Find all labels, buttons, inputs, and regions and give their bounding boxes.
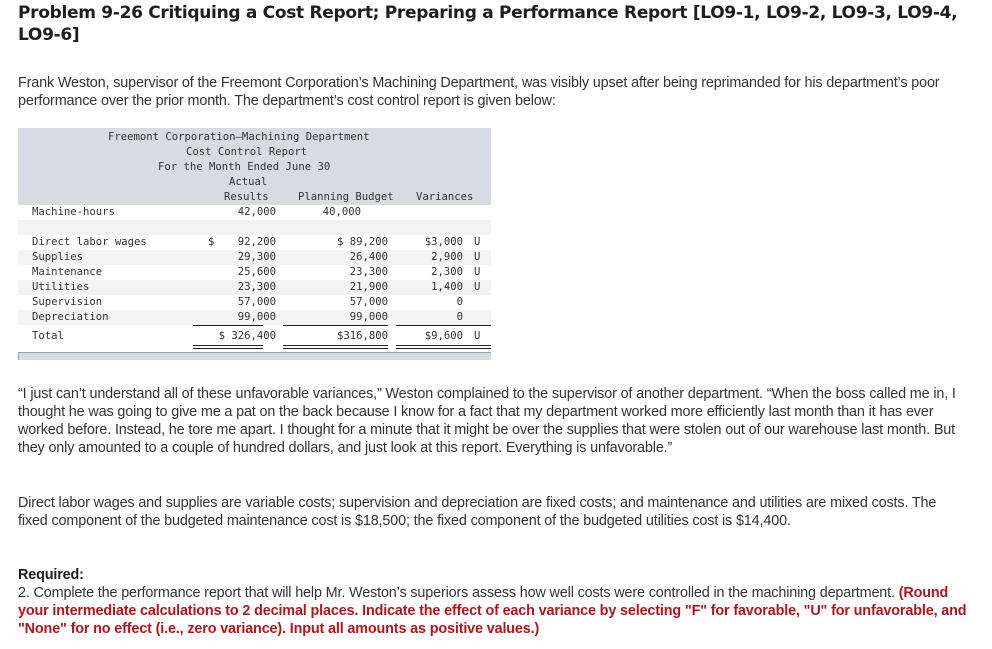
problem-title: Problem 9-26 Critiquing a Cost Report; P… (18, 3, 958, 45)
col-budget: Planning Budget (298, 191, 394, 203)
spacer-row (18, 220, 491, 235)
required-label: Required: (18, 567, 84, 583)
required-text: 2. Complete the performance report that … (18, 585, 899, 601)
total-row: Total $ 326,400 $316,800 $9,600 U (18, 325, 491, 349)
intro-paragraph: Frank Weston, supervisor of the Freemont… (18, 75, 940, 109)
table-row: Depreciation 99,000 99,000 0 (18, 310, 491, 325)
report-scrollbar[interactable] (18, 352, 491, 360)
subtotal-rule (193, 325, 263, 326)
table-row: Direct labor wages $ 92,200 $ 89,200 $3,… (18, 235, 491, 250)
quote-paragraph: “I just can’t understand all of these un… (18, 386, 956, 456)
required-section: Required: 2. Complete the performance re… (18, 566, 968, 638)
subtotal-rule (396, 325, 491, 326)
total-double-rule (396, 345, 491, 349)
report-period: For the Month Ended June 30 (158, 161, 331, 173)
col-variances: Variances (416, 191, 474, 203)
machine-hours-row: Machine-hours 42,000 40,000 (18, 205, 491, 220)
col-actual-line1: Actual (229, 176, 268, 188)
table-row: Utilities 23,300 21,900 1,400 U (18, 280, 491, 295)
cost-behavior-paragraph: Direct labor wages and supplies are vari… (18, 495, 937, 529)
subtotal-rule (283, 325, 388, 326)
table-row: Maintenance 25,600 23,300 2,300 U (18, 265, 491, 280)
total-double-rule (193, 345, 263, 349)
cost-control-report: Freemont Corporation–Machining Departmen… (18, 128, 491, 349)
table-row: Supplies 29,300 26,400 2,900 U (18, 250, 491, 265)
col-actual-line2: Results (224, 191, 269, 203)
required-instructions: (Round your intermediate calculations to… (18, 585, 967, 637)
report-header: Freemont Corporation–Machining Departmen… (18, 128, 491, 205)
report-company: Freemont Corporation–Machining Departmen… (108, 131, 370, 143)
report-name: Cost Control Report (186, 146, 308, 158)
table-row: Supervision 57,000 57,000 0 (18, 295, 491, 310)
total-double-rule (283, 345, 388, 349)
